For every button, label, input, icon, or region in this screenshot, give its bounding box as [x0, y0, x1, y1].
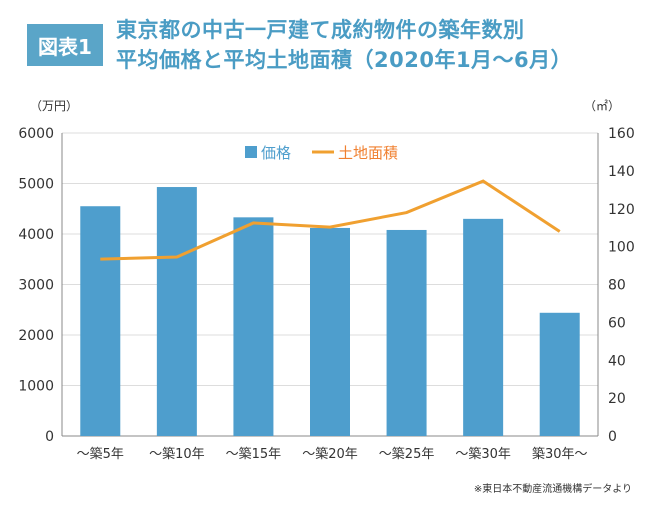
left-tick-label: 2000: [18, 328, 54, 344]
legend-label-price: 価格: [261, 144, 291, 162]
bar-3: [310, 227, 350, 436]
right-tick-label: 100: [608, 240, 635, 256]
bar-4: [386, 229, 427, 436]
legend-swatch-price: [245, 146, 257, 158]
right-axis-unit: （㎡）: [584, 99, 621, 113]
x-tick-label: 〜築15年: [226, 447, 282, 462]
x-tick-label: 〜築5年: [77, 447, 124, 462]
x-tick-label: 〜築20年: [302, 447, 358, 462]
bar-0: [80, 206, 121, 436]
right-tick-label: 120: [608, 202, 635, 218]
left-tick-label: 6000: [18, 126, 54, 142]
bar-6: [539, 312, 580, 436]
legend-label-area: 土地面積: [338, 144, 398, 162]
left-tick-label: 3000: [18, 278, 54, 294]
right-tick-label: 60: [608, 315, 626, 331]
right-tick-label: 40: [608, 353, 626, 369]
right-tick-label: 0: [608, 429, 617, 445]
source-note: ※東日本不動産流通機構データより: [473, 484, 632, 495]
right-tick-label: 160: [608, 126, 635, 142]
bar-2: [233, 217, 274, 436]
bar-5: [463, 218, 504, 436]
chart-title-line1: 東京都の中古一戸建て成約物件の築年数別: [116, 18, 525, 42]
left-tick-label: 4000: [18, 227, 54, 243]
bar-1: [156, 187, 197, 436]
left-tick-label: 1000: [18, 379, 54, 395]
chart-title-line2: 平均価格と平均土地面積（2020年1月〜6月）: [116, 48, 573, 72]
left-tick-label: 0: [45, 429, 54, 445]
left-axis-unit: （万円）: [30, 99, 79, 113]
figure-badge: 図表1: [27, 24, 103, 66]
left-tick-label: 5000: [18, 177, 54, 193]
x-tick-label: 〜築10年: [149, 447, 205, 462]
right-tick-label: 140: [608, 164, 635, 180]
x-tick-label: 築30年〜: [532, 447, 588, 462]
right-tick-label: 20: [608, 391, 626, 407]
x-tick-label: 〜築25年: [379, 447, 435, 462]
x-tick-label: 〜築30年: [455, 447, 511, 462]
right-tick-label: 80: [608, 278, 626, 294]
